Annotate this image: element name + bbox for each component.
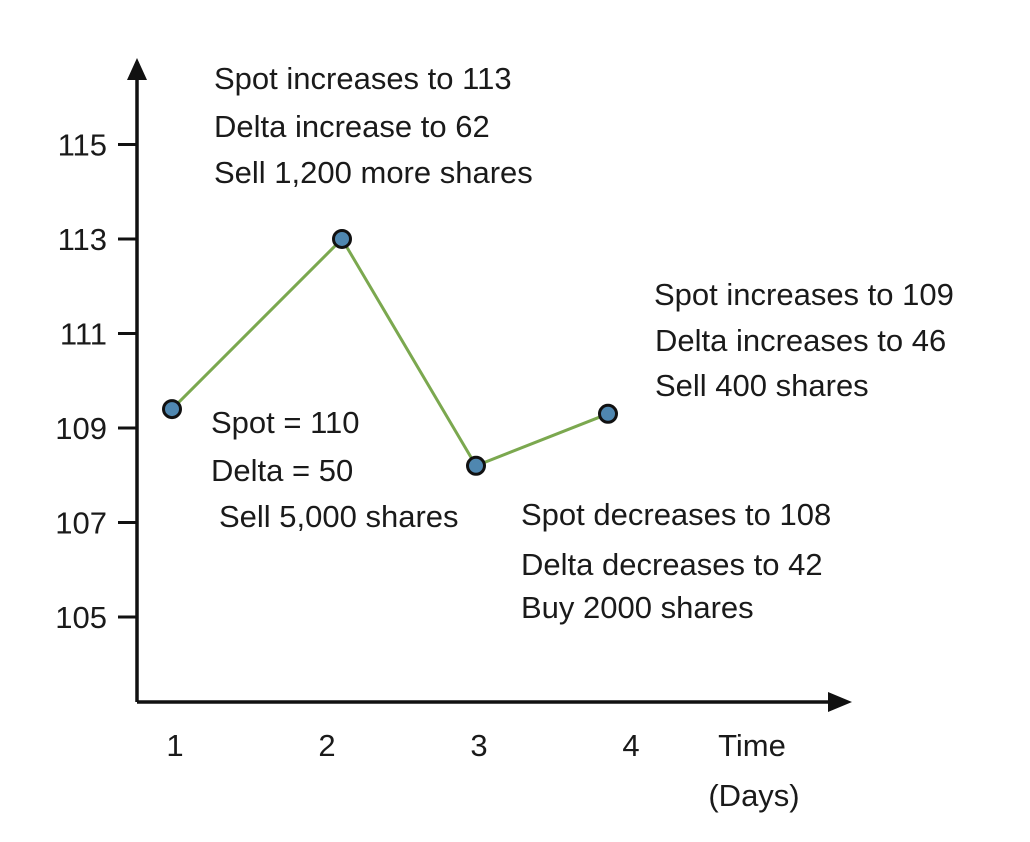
- annotation-line: Spot increases to 109: [654, 277, 954, 312]
- annotation-line: Sell 400 shares: [655, 368, 869, 403]
- x-tick-label: 2: [318, 728, 335, 763]
- annotation-line: Sell 5,000 shares: [219, 499, 459, 534]
- y-tick-label: 105: [55, 600, 107, 635]
- x-axis-arrow-icon: [828, 692, 852, 712]
- y-tick-label: 111: [60, 316, 107, 351]
- data-point-1: [162, 399, 182, 420]
- annotation-line: Buy 2000 shares: [521, 590, 754, 625]
- annotation-line: Sell 1,200 more shares: [214, 155, 533, 190]
- x-axis-title-line-2: (Days): [708, 778, 799, 813]
- y-tick-label: 113: [58, 222, 107, 257]
- data-point-4: [598, 403, 618, 424]
- x-axis-title-line-1: Time: [718, 728, 786, 763]
- annotation-line: Delta increase to 62: [214, 109, 490, 144]
- annotation-line: Spot increases to 113: [214, 61, 512, 96]
- x-ticks: 1 2 3 4: [166, 728, 639, 763]
- annotation-line: Spot = 110: [211, 405, 360, 440]
- series-layer: [162, 228, 618, 476]
- x-axis-title: Time (Days): [708, 728, 799, 813]
- y-tick-label: 115: [58, 127, 107, 162]
- annotation-line: Delta decreases to 42: [521, 547, 823, 582]
- data-point-2: [332, 228, 352, 249]
- annotation-point-3: Spot decreases to 108 Delta decreases to…: [521, 497, 831, 625]
- annotation-line: Delta = 50: [211, 453, 353, 488]
- annotation-point-1: Spot = 110 Delta = 50 Sell 5,000 shares: [211, 405, 459, 534]
- y-tick-label: 107: [55, 505, 107, 540]
- annotation-line: Spot decreases to 108: [521, 497, 831, 532]
- data-point-3: [466, 455, 486, 476]
- annotation-point-2: Spot increases to 113 Delta increase to …: [214, 61, 533, 190]
- y-ticks: 105 107 109 111 113 115: [55, 127, 137, 635]
- x-tick-label: 1: [166, 728, 183, 763]
- axes: [127, 58, 852, 712]
- x-tick-label: 3: [470, 728, 487, 763]
- y-tick-label: 109: [55, 411, 107, 446]
- annotation-point-4: Spot increases to 109 Delta increases to…: [654, 277, 954, 403]
- y-axis-arrow-icon: [127, 58, 147, 80]
- annotation-line: Delta increases to 46: [655, 323, 946, 358]
- series-line: [170, 236, 609, 468]
- x-tick-label: 4: [622, 728, 639, 763]
